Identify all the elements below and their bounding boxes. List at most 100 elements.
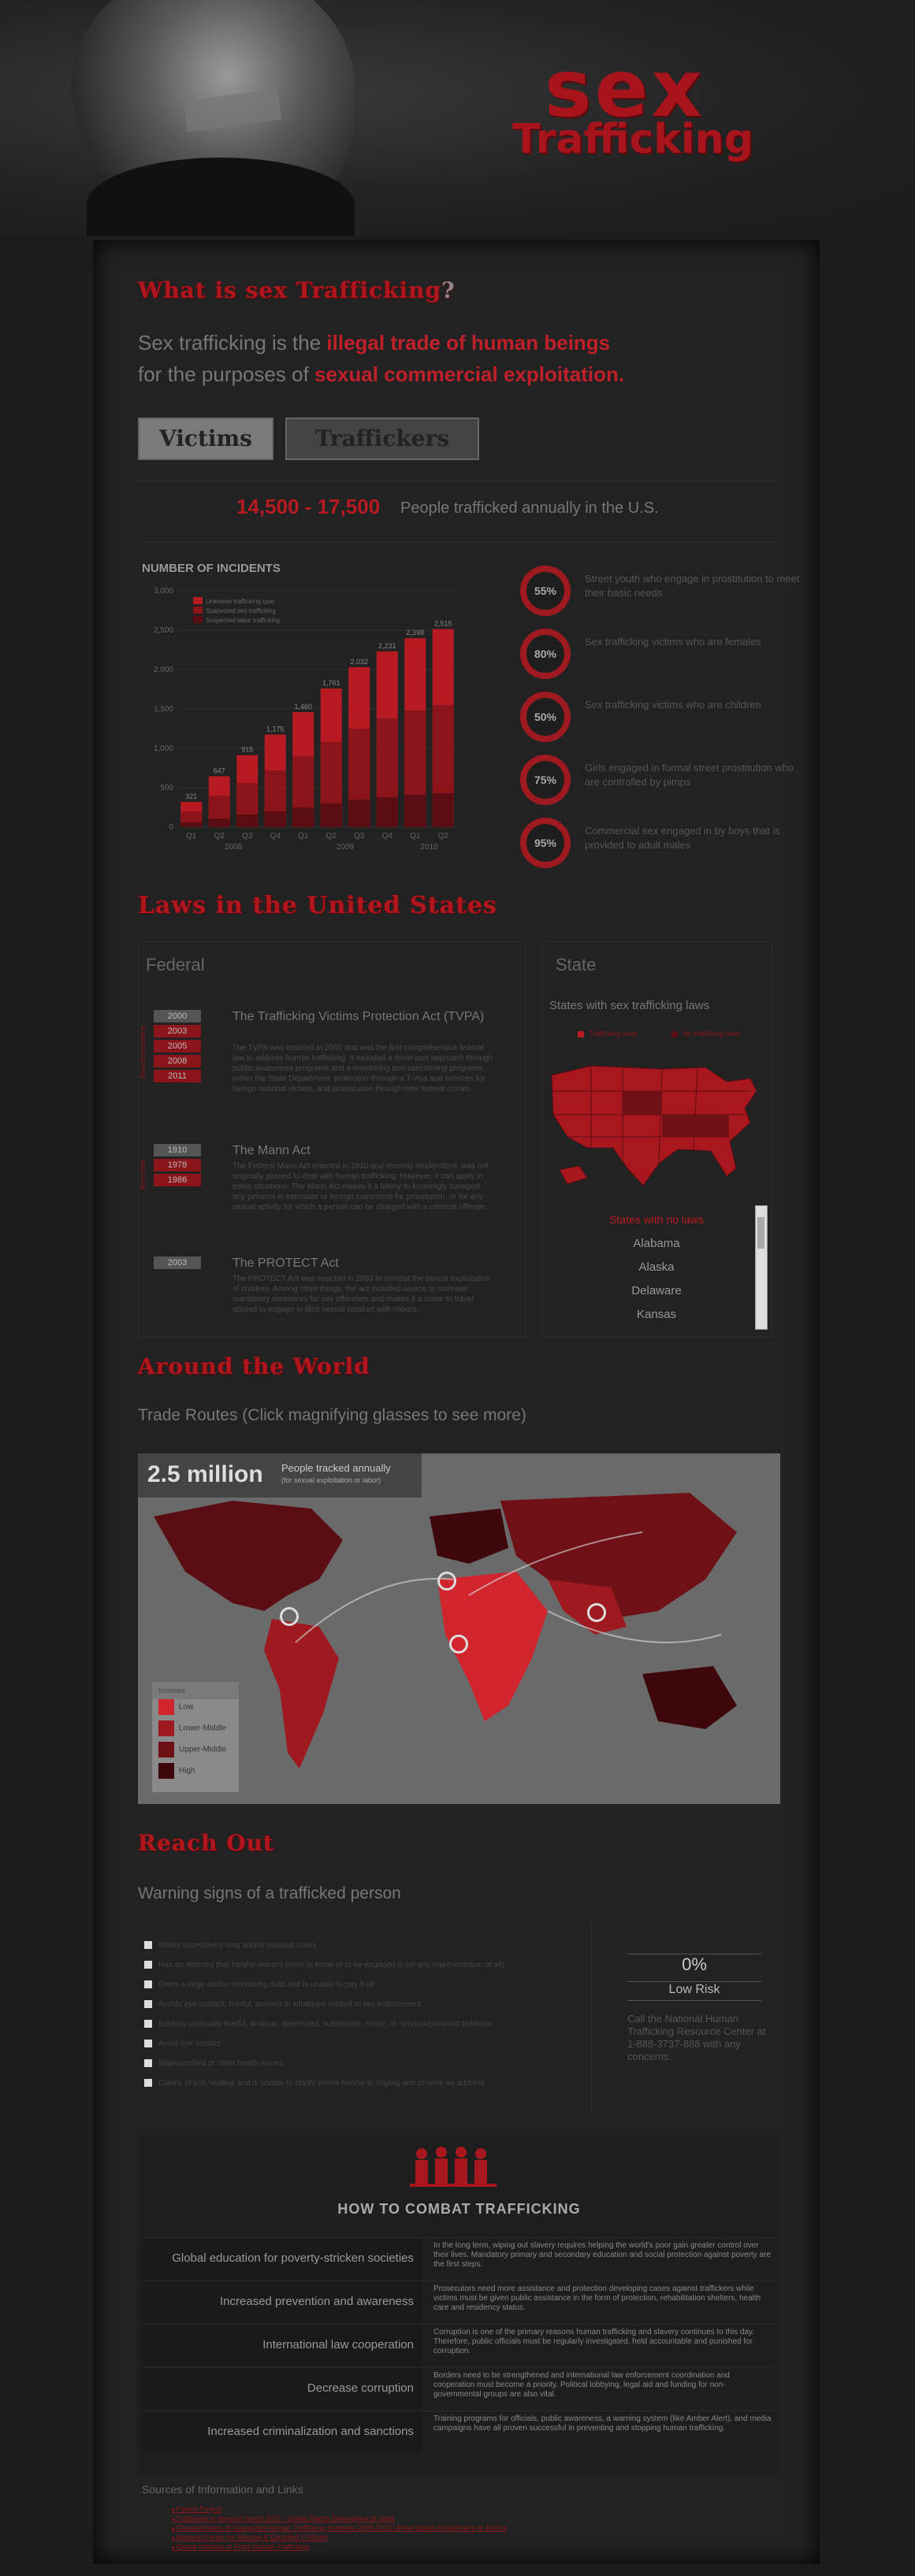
act-year[interactable]: 1978 [154, 1159, 201, 1171]
stat-text: People trafficked annually in the U.S. [400, 499, 659, 517]
percent-value: 95% [534, 837, 557, 849]
x-tick-label: Q1 [186, 832, 197, 841]
intro-b: illegal trade of human beings [326, 331, 611, 354]
state-no-laws[interactable] [697, 1115, 729, 1137]
checkbox[interactable] [144, 1941, 152, 1950]
checkbox[interactable] [144, 1980, 152, 1989]
warning-sign-item[interactable]: Works excessively long and/or unusual ho… [144, 1940, 570, 1958]
hero-banner [0, 0, 915, 236]
act-year[interactable]: 2008 [154, 1055, 201, 1067]
federal-box [138, 941, 526, 1337]
x-tick-label: Q3 [242, 832, 253, 841]
combat-label[interactable]: Global education for poverty-stricken so… [142, 2238, 422, 2279]
act-description: The TVPA was enacted in 2000 and was the… [232, 1044, 493, 1093]
checkbox[interactable] [144, 2020, 152, 2029]
fact-text: Street youth who engage in prostitution … [585, 573, 800, 599]
chart-title: NUMBER OF INCIDENTS [142, 562, 281, 575]
income-swatch [158, 1699, 174, 1715]
people-group-icon [410, 2147, 497, 2187]
checkbox[interactable] [144, 2000, 152, 2009]
x-tick-label: Q3 [354, 832, 365, 841]
fact-text: Sex trafficking victims who are females [585, 636, 761, 648]
act-years: 1910 1978 1986 [154, 1144, 201, 1189]
warning-sign-item[interactable]: Owes a large and/or increasing debt and … [144, 1980, 570, 1997]
checkbox[interactable] [144, 2079, 152, 2088]
data-label: 2,398 [406, 629, 424, 637]
combat-label[interactable]: Decrease corruption [142, 2368, 422, 2409]
magnifier-icon[interactable] [437, 1572, 456, 1591]
warning-sign-item[interactable]: Avoids eye contact, fearful, anxious in … [144, 1999, 570, 2017]
states-with-laws-title: States with sex trafficking laws [549, 999, 710, 1012]
tab-traffickers[interactable]: Traffickers [285, 418, 479, 460]
act-year[interactable]: 1986 [154, 1174, 201, 1186]
income-swatch [158, 1720, 174, 1736]
alaska-shape[interactable] [559, 1165, 588, 1185]
warning-sign-item[interactable]: Malnourished or other health issues [144, 2058, 570, 2076]
income-label: Low [179, 1702, 194, 1712]
act-year[interactable]: 2005 [154, 1040, 201, 1052]
act-name: The Trafficking Victims Protection Act (… [232, 1010, 485, 1023]
trade-route [468, 1531, 643, 1596]
checkbox[interactable] [144, 2059, 152, 2068]
act-year[interactable]: 2003 [154, 1025, 201, 1037]
state-item[interactable]: Delaware [631, 1284, 682, 1297]
map-sub-text: People tracked annually [281, 1462, 391, 1474]
source-link[interactable]: Global Initiative to Fight Human Traffic… [172, 2543, 507, 2552]
world-heading: Around the World [138, 1353, 370, 1379]
states-scrollbar[interactable] [755, 1205, 768, 1330]
hotline-text: Call the National Human Trafficking Reso… [627, 2013, 766, 2062]
trade-routes-title: Trade Routes (Click magnifying glasses t… [138, 1406, 526, 1424]
state-no-laws[interactable] [623, 1091, 662, 1115]
bar [264, 811, 286, 827]
income-legend-item: Low [152, 1699, 239, 1720]
combat-row: Global education for poverty-stricken so… [142, 2237, 776, 2279]
source-link[interactable]: Characteristics of Suspected Human Traff… [172, 2524, 507, 2533]
fact-item: 55% Street youth who engage in prostituti… [520, 566, 804, 616]
income-label: Lower-Middle [179, 1724, 227, 1733]
bar [432, 793, 454, 827]
state-no-laws[interactable] [662, 1115, 697, 1137]
checkbox[interactable] [144, 1961, 152, 1969]
us-map[interactable] [544, 1060, 764, 1193]
act-side-label: Amended [139, 1160, 147, 1190]
act-year[interactable]: 2000 [154, 1010, 201, 1023]
percent-ring: 50% [520, 692, 571, 742]
tab-victims[interactable]: Victims [138, 418, 273, 460]
y-tick-label: 2,000 [154, 666, 173, 674]
percent-value: 80% [534, 648, 557, 660]
africa [437, 1572, 548, 1721]
combat-label[interactable]: Increased prevention and awareness [142, 2281, 422, 2322]
bar [376, 797, 398, 827]
state-item[interactable]: Alaska [638, 1260, 675, 1274]
warning-sign-item[interactable]: Has an attorney that he/she doesn't seem… [144, 1960, 570, 1977]
magnifier-icon[interactable] [587, 1603, 606, 1622]
act-year[interactable]: 1910 [154, 1144, 201, 1156]
state-item[interactable]: Kansas [636, 1308, 677, 1321]
x-tick-label: Q1 [410, 832, 421, 841]
source-link[interactable]: Polaris Project [172, 2505, 507, 2515]
source-link[interactable]: Trafficking in persons report 2011 - Uni… [172, 2515, 507, 2524]
intro-a: Sex trafficking is the [138, 331, 327, 354]
state-item[interactable]: Alabama [633, 1237, 680, 1250]
income-legend-item: Upper-Middle [152, 1742, 239, 1763]
source-link[interactable]: National Center for Missing & Exploited … [172, 2533, 507, 2543]
incidents-chart: 0 500 1,000 1,500 2,000 2,500 3,000 321 Q1 647 Q2 9… [154, 587, 457, 852]
act-year[interactable]: 2011 [154, 1070, 201, 1082]
fact-item: 80% Sex trafficking victims who are femal… [520, 629, 804, 679]
warning-sign-item[interactable]: Exhibits unusually fearful, anxious, dep… [144, 2019, 570, 2036]
data-label: 2,231 [378, 642, 396, 650]
magnifier-icon[interactable] [449, 1635, 468, 1654]
risk-box: 0% Low Risk Call the National Human Traf… [591, 1922, 781, 2111]
scrollbar-thumb[interactable] [757, 1217, 764, 1249]
checkbox[interactable] [144, 2040, 152, 2048]
magnifier-icon[interactable] [280, 1607, 299, 1626]
warning-sign-item[interactable]: Avoid eye contact [144, 2039, 570, 2056]
map-header: 2.5 million People tracked annually (for … [138, 1453, 422, 1498]
act-year[interactable]: 2003 [154, 1256, 201, 1269]
act-side-label: Reauthorizations [139, 1026, 147, 1079]
world-map[interactable]: 2.5 million People tracked annually (for … [138, 1453, 780, 1804]
combat-row: Increased prevention and awareness Prosec… [142, 2281, 776, 2322]
combat-label[interactable]: International law cooperation [142, 2325, 422, 2366]
warning-sign-item[interactable]: Claims of just 'visiting' and is unable … [144, 2078, 570, 2095]
combat-label[interactable]: Increased criminalization and sanctions [142, 2411, 422, 2452]
